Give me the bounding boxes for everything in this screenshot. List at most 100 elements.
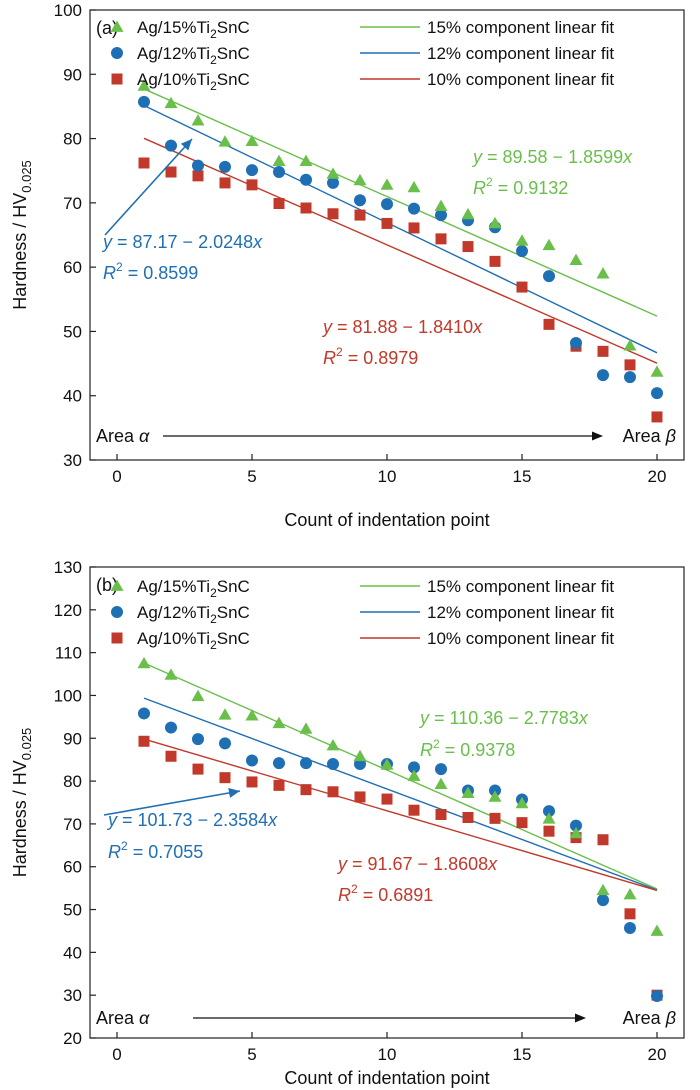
legend-name-prefix: Ag/12%Ti <box>137 44 210 63</box>
data-point-series-2 <box>489 255 501 267</box>
y-tick-label: 20 <box>63 1029 82 1048</box>
equation-y-symbol: y <box>336 854 348 874</box>
data-point-series-1 <box>435 209 447 222</box>
legend-series-name: Ag/15%Ti2SnC <box>137 18 250 41</box>
data-point-series-1 <box>543 805 555 818</box>
panel-label: (a) <box>96 18 118 38</box>
legend-marker-2 <box>111 632 123 644</box>
legend-fit-label: 12% component linear fit <box>427 603 614 622</box>
data-point-series-2 <box>543 318 555 330</box>
data-point-series-2 <box>462 241 474 253</box>
y-tick-label: 80 <box>63 772 82 791</box>
data-point-series-1 <box>300 757 312 770</box>
data-point-series-2 <box>273 779 285 791</box>
legend-name-subscript: 2 <box>210 27 217 41</box>
area-beta-symbol: β <box>665 426 676 446</box>
legend-name-prefix: Ag/10%Ti <box>137 629 210 648</box>
equation-pointer-arrow <box>104 138 193 236</box>
legend-name-suffix: SnC <box>217 18 250 37</box>
legend-name-subscript: 2 <box>210 612 217 626</box>
legend-marker-1 <box>111 47 123 59</box>
equation-x-symbol: x <box>622 147 633 167</box>
r-squared-value: = 0.9132 <box>493 178 569 198</box>
area-alpha-label: Area α <box>96 426 150 446</box>
data-point-series-0 <box>596 883 610 896</box>
r-squared-superscript: 2 <box>433 737 440 751</box>
data-point-series-1 <box>300 173 312 186</box>
fit-r-squared-2: R2 = 0.6891 <box>338 882 433 905</box>
data-point-series-0 <box>353 173 367 186</box>
data-point-series-0 <box>407 180 421 193</box>
data-point-series-0 <box>461 207 475 220</box>
equation-y-symbol: y <box>418 708 430 728</box>
legend-name-subscript: 2 <box>210 638 217 652</box>
x-tick-label: 20 <box>648 467 667 486</box>
data-point-series-0 <box>191 689 205 702</box>
data-point-series-2 <box>435 808 447 820</box>
equation-y-symbol: y <box>101 232 113 252</box>
legend-marker-0 <box>110 579 124 591</box>
equation-body: = 91.67 − 1.8608 <box>347 854 488 874</box>
fit-equation-1: y = 101.73 − 2.3584x <box>106 810 278 830</box>
legend-name-suffix: SnC <box>217 70 250 89</box>
data-point-series-2 <box>165 166 177 178</box>
data-point-series-2 <box>516 281 528 293</box>
y-tick-label: 70 <box>63 194 82 213</box>
x-tick-label: 10 <box>378 467 397 486</box>
fit-line-1 <box>143 104 658 354</box>
data-point-series-0 <box>299 722 313 734</box>
data-point-series-2 <box>543 825 555 837</box>
data-point-series-2 <box>516 817 528 829</box>
data-point-series-1 <box>570 337 582 349</box>
y-tick-label: 100 <box>54 1 82 20</box>
y-tick-label: 90 <box>63 729 82 748</box>
equation-x-symbol: x <box>267 810 278 830</box>
r-squared-symbol: R <box>103 263 116 283</box>
y-axis-label: Hardness / HV0.025 <box>10 728 34 878</box>
data-point-series-1 <box>246 754 258 767</box>
data-point-series-1 <box>435 763 447 776</box>
data-point-series-1 <box>192 733 204 746</box>
fit-equation-1: y = 87.17 − 2.0248x <box>101 232 263 252</box>
data-point-series-0 <box>515 234 529 246</box>
data-point-series-2 <box>354 791 366 803</box>
legend-series-name: Ag/12%Ti2SnC <box>137 44 250 67</box>
equation-body: = 87.17 − 2.0248 <box>112 232 253 252</box>
r-squared-symbol: R <box>473 178 486 198</box>
y-axis-label: Hardness / HV0.025 <box>10 160 34 310</box>
data-point-series-0 <box>488 216 502 229</box>
fit-equation-2: y = 81.88 − 1.8410x <box>321 317 483 337</box>
data-point-series-2 <box>327 786 339 798</box>
data-point-series-1 <box>219 160 231 173</box>
data-point-series-2 <box>165 750 177 762</box>
y-tick-label: 40 <box>63 387 82 406</box>
data-point-series-1 <box>327 176 339 189</box>
data-point-series-1 <box>597 894 609 907</box>
area-beta-symbol: β <box>665 1008 676 1028</box>
equation-y-symbol: y <box>106 810 118 830</box>
data-point-series-0 <box>245 134 259 147</box>
area-alpha-text: Area <box>96 426 139 446</box>
area-beta-label: Area β <box>623 1008 676 1028</box>
r-squared-superscript: 2 <box>121 839 128 853</box>
r-squared-value: = 0.8599 <box>123 263 199 283</box>
x-tick-label: 5 <box>247 1045 256 1064</box>
fit-equation-2: y = 91.67 − 1.8608x <box>336 854 498 874</box>
legend-name-subscript: 2 <box>210 79 217 93</box>
data-point-series-1 <box>192 159 204 172</box>
data-point-series-2 <box>300 202 312 214</box>
area-beta-text: Area <box>623 1008 666 1028</box>
equation-x-symbol: x <box>252 232 263 252</box>
fit-line-0 <box>143 662 658 890</box>
data-point-series-1 <box>246 164 258 177</box>
data-point-series-2 <box>138 735 150 747</box>
data-point-series-0 <box>434 777 448 789</box>
data-point-series-2 <box>597 834 609 846</box>
x-axis-label: Count of indentation point <box>284 510 489 530</box>
legend-name-prefix: Ag/10%Ti <box>137 70 210 89</box>
data-point-series-1 <box>408 202 420 215</box>
area-alpha-symbol: α <box>139 1008 150 1028</box>
legend-series-name: Ag/12%Ti2SnC <box>137 603 250 626</box>
data-point-series-0 <box>299 154 313 166</box>
legend-name-suffix: SnC <box>217 577 250 596</box>
